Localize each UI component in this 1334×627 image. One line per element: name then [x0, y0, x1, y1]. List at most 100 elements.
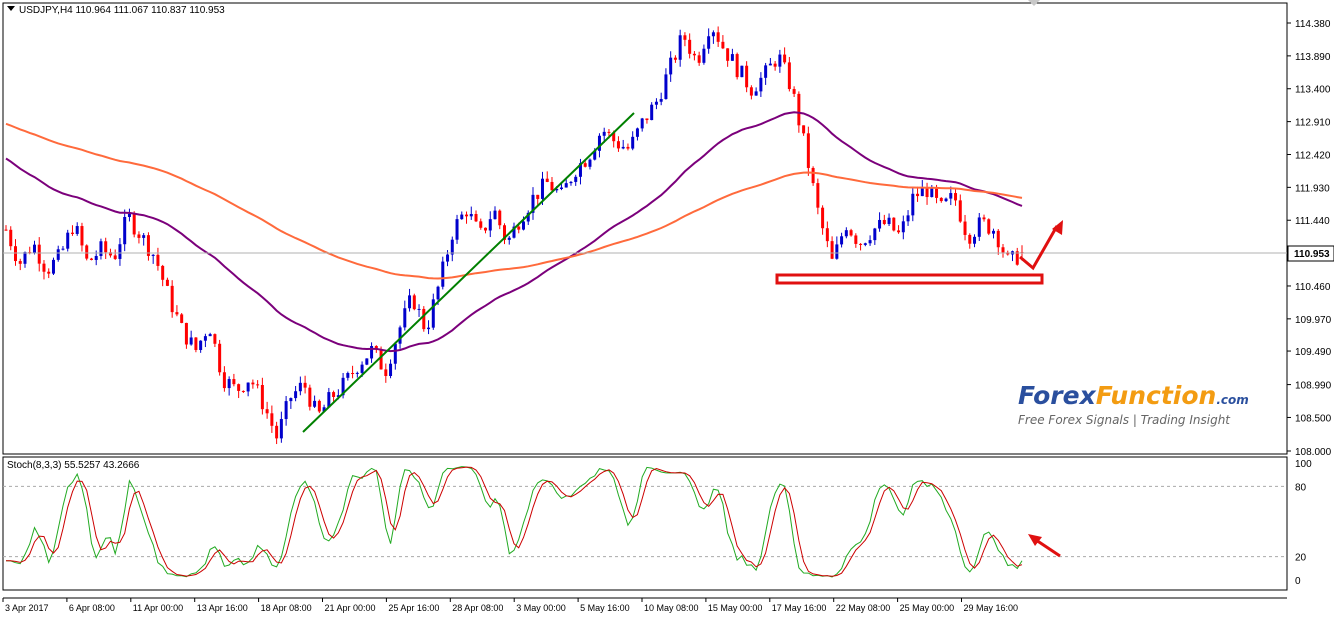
candle-body — [99, 241, 103, 256]
candle-body — [227, 379, 231, 389]
candle-body — [108, 252, 112, 256]
candle-body — [635, 128, 639, 137]
candle-body — [18, 261, 22, 264]
time-tick-label: 3 May 00:00 — [516, 603, 566, 613]
candle-body — [654, 101, 658, 105]
candle-body — [536, 194, 540, 199]
candle-body — [493, 210, 497, 220]
candle-body — [189, 337, 193, 345]
candle-body — [840, 236, 844, 245]
candle-body — [450, 239, 454, 255]
candle-body — [199, 340, 203, 350]
stoch-level-lines: 100 80 20 0 — [3, 459, 1312, 587]
candle-body — [374, 346, 378, 350]
time-tick-label: 25 May 00:00 — [900, 603, 955, 613]
candle-body — [844, 230, 848, 237]
stoch-level-label: 80 — [1295, 482, 1307, 493]
candle-body — [370, 346, 374, 359]
candle-body — [882, 219, 886, 224]
candle-body — [151, 254, 155, 256]
candle-body — [56, 249, 60, 260]
candle-body — [688, 39, 692, 54]
price-tick-label: 108.000 — [1295, 447, 1332, 458]
time-tick-label: 15 May 00:00 — [708, 603, 763, 613]
candle-body — [351, 373, 355, 375]
candle-body — [294, 391, 298, 399]
time-tick-label: 3 Apr 2017 — [5, 603, 49, 613]
candle-body — [949, 193, 953, 199]
symbol-ohlc-label: USDJPY,H4 110.964 111.067 110.837 110.95… — [19, 5, 225, 16]
candle-body — [916, 193, 920, 197]
candle-body — [626, 146, 630, 149]
candle-body — [194, 337, 198, 350]
candle-body — [417, 308, 421, 310]
candle-body — [180, 314, 184, 323]
candle-body — [878, 219, 882, 229]
candle-body — [911, 193, 915, 216]
support-trendline — [302, 112, 635, 433]
candle-body — [735, 54, 739, 78]
time-tick-label: 25 Apr 16:00 — [388, 603, 439, 613]
candle-body — [897, 230, 901, 233]
candle-body — [208, 334, 212, 337]
candle-body — [241, 390, 245, 392]
candle-body — [170, 285, 174, 313]
candle-body — [574, 176, 578, 182]
candle-body — [792, 89, 796, 94]
price-tick-label: 109.970 — [1295, 315, 1332, 326]
candle-body — [265, 409, 269, 414]
price-tick-label: 112.910 — [1295, 118, 1331, 129]
candle-body — [123, 216, 127, 245]
candle-body — [873, 228, 877, 241]
candle-body — [954, 193, 958, 201]
candle-body — [716, 32, 720, 42]
candle-body — [555, 188, 559, 191]
candle-body — [607, 131, 611, 133]
candle-body — [569, 181, 573, 184]
candle-body — [517, 226, 521, 230]
candle-body — [47, 271, 51, 274]
support-zone-box — [775, 273, 1044, 285]
svg-text:ForexFunction.com: ForexFunction.com — [1018, 381, 1249, 410]
time-tick-label: 22 May 08:00 — [836, 603, 891, 613]
time-tick-label: 17 May 16:00 — [772, 603, 827, 613]
candle-body — [313, 400, 317, 407]
candle-body — [692, 53, 696, 56]
candle-body — [341, 377, 345, 396]
price-tick-label: 108.990 — [1295, 381, 1332, 392]
candle-body — [384, 369, 388, 376]
candle-body — [474, 214, 478, 222]
candle-body — [298, 382, 302, 392]
candle-body — [702, 48, 706, 63]
time-tick-label: 29 May 16:00 — [964, 603, 1019, 613]
candle-body — [503, 225, 507, 240]
candle-body — [455, 219, 459, 240]
candle-body — [892, 217, 896, 231]
candle-body — [521, 221, 525, 230]
candle-body — [66, 232, 70, 249]
candle-body — [13, 246, 17, 262]
candle-body — [346, 373, 350, 378]
candle-body — [859, 243, 863, 245]
candle-body — [80, 226, 84, 246]
candle-body — [246, 382, 250, 392]
candle-body — [631, 136, 635, 149]
symbol-dropdown-icon[interactable] — [7, 6, 15, 11]
candle-body — [118, 244, 122, 259]
candle-body — [360, 364, 364, 373]
price-tick-label: 108.500 — [1295, 413, 1332, 424]
candle-body — [484, 227, 488, 231]
candle-body — [85, 245, 89, 259]
scroll-marker-icon[interactable] — [1028, 0, 1040, 6]
candle-body — [161, 265, 165, 280]
logo-function: Function — [1096, 381, 1217, 410]
time-tick-label: 28 Apr 08:00 — [452, 603, 503, 613]
candle-body — [303, 382, 307, 388]
candle-body — [958, 200, 962, 222]
candle-body — [427, 327, 431, 330]
candle-body — [616, 141, 620, 149]
candle-body — [9, 229, 13, 247]
candle-body — [559, 187, 563, 189]
